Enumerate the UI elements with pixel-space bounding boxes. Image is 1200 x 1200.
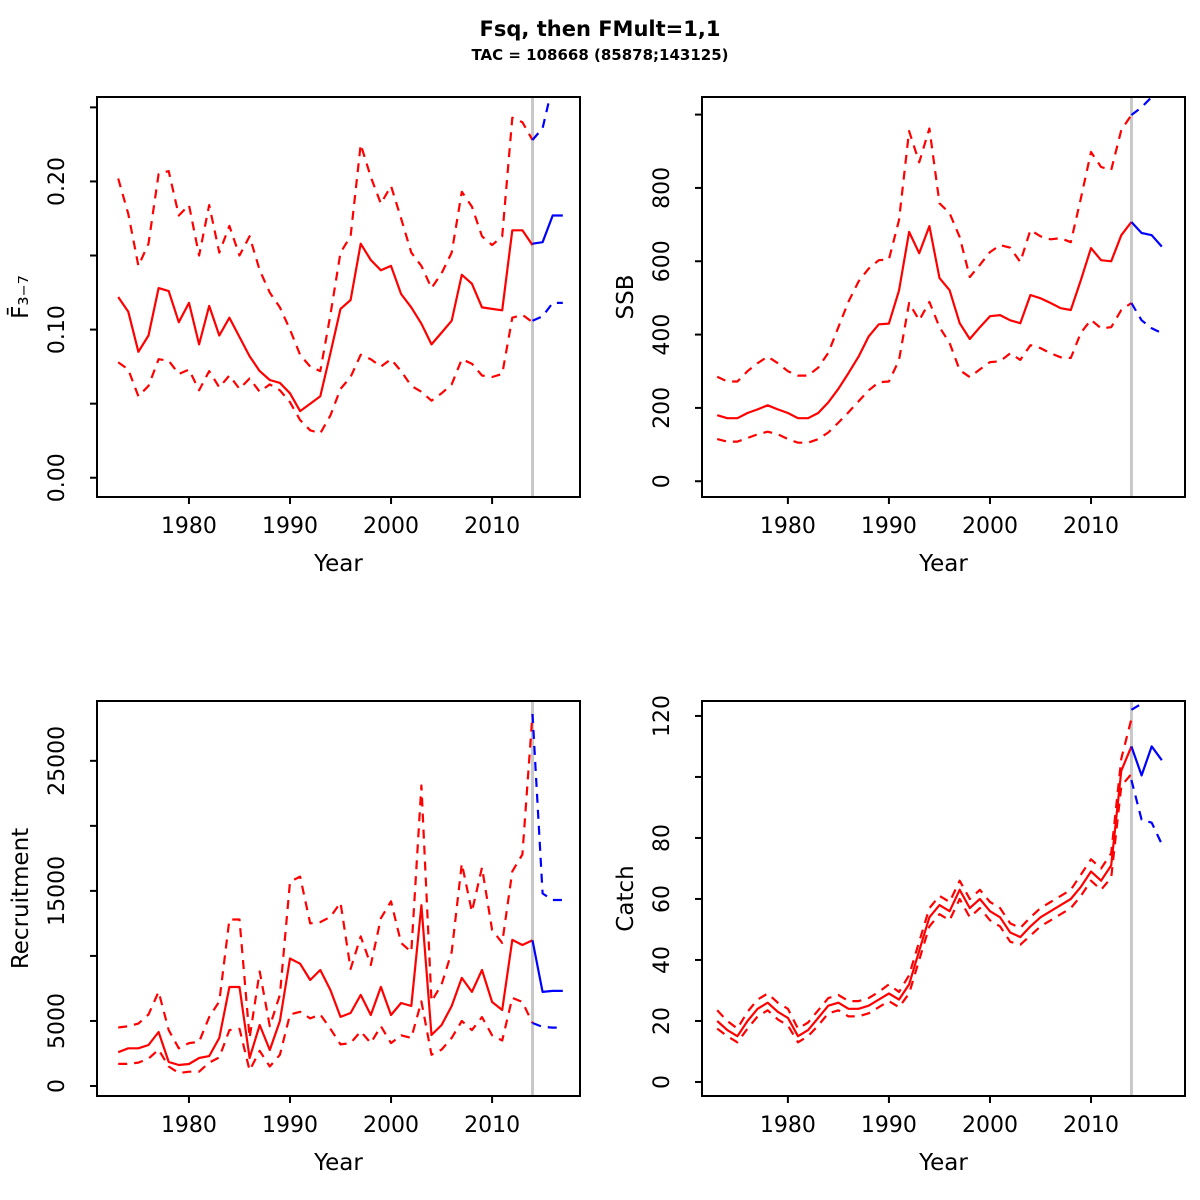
figure-subtitle: TAC = 108668 (85878;143125) xyxy=(471,46,729,64)
panel-fbar-ylabel: F̄₃₋₇ xyxy=(6,275,34,319)
panel-catch-xlabel: Year xyxy=(918,1150,968,1176)
panel-recruitment-forecast-lower-ci-line xyxy=(532,1021,563,1029)
panel-ssb-forecast-lower-ci-line xyxy=(1130,302,1163,335)
panel-catch: 1980 1990 2000 2010 0 20 40 60 80 120 Year Catch xyxy=(613,695,1186,1176)
x-tick-label: 1990 xyxy=(861,1113,917,1138)
panel-fbar-upper-ci-line xyxy=(117,116,534,373)
panel-fbar-lower-ci-line xyxy=(117,313,534,435)
panel-ssb-forecast-median-line xyxy=(1130,221,1163,248)
x-tick-label: 2010 xyxy=(1063,1113,1119,1138)
panel-ssb-upper-ci-line xyxy=(716,114,1133,383)
x-tick-label: 1990 xyxy=(262,514,318,539)
panel-ssb-plot-area xyxy=(716,96,1163,497)
y-tick-label: 120 xyxy=(650,695,675,737)
panel-fbar-median-line xyxy=(117,229,534,413)
panel-recruitment-ylabel: Recruitment xyxy=(8,828,34,969)
panel-catch-median-line xyxy=(716,745,1133,1038)
panel-recruitment-lower-ci-line xyxy=(118,996,534,1075)
y-tick-label: 60 xyxy=(650,885,675,913)
x-tick-label: 2000 xyxy=(962,514,1018,539)
x-tick-label: 1980 xyxy=(161,514,217,539)
panel-ssb-xlabel: Year xyxy=(918,551,968,577)
panel-recruitment: 1980 1990 2000 2010 0 5000 15000 25000 Year Recru… xyxy=(8,700,581,1176)
panel-fbar-forecast-lower-ci-line xyxy=(532,301,563,322)
panel-fbar: 1980 1990 2000 2010 0.00 0.10 0.20 Year F̄₃₋₇ xyxy=(6,96,581,577)
panel-catch-lower-ci-line xyxy=(716,773,1133,1044)
y-tick-label: 800 xyxy=(650,167,675,209)
y-tick-label: 600 xyxy=(650,240,675,282)
panel-recruitment-upper-ci-line xyxy=(118,713,534,1050)
panel-catch-plot-area xyxy=(716,700,1163,1096)
panel-recruitment-plot-area xyxy=(117,701,563,1096)
panel-fbar-plot-area xyxy=(117,96,563,497)
y-tick-label: 200 xyxy=(650,387,675,429)
panel-catch-upper-ci-line xyxy=(716,718,1133,1030)
panel-ssb: 1980 1990 2000 2010 0 200 400 600 800 Year SSB xyxy=(613,96,1186,577)
y-tick-label: 0 xyxy=(650,474,675,488)
x-tick-label: 1990 xyxy=(262,1113,318,1138)
x-tick-label: 1980 xyxy=(760,1113,816,1138)
y-tick-label: 0 xyxy=(650,1075,675,1089)
x-tick-label: 2010 xyxy=(464,514,520,539)
x-tick-label: 1990 xyxy=(861,514,917,539)
y-tick-label: 0.00 xyxy=(45,453,70,502)
x-tick-label: 2010 xyxy=(1063,514,1119,539)
y-tick-label: 400 xyxy=(650,314,675,356)
panel-recruitment-frame xyxy=(96,700,581,1097)
y-tick-label: 25000 xyxy=(45,726,70,796)
panel-fbar-frame xyxy=(96,96,581,498)
y-tick-label: 40 xyxy=(650,946,675,974)
panel-catch-forecast-median-line xyxy=(1130,745,1163,777)
y-tick-label: 0 xyxy=(45,1079,70,1093)
y-tick-label: 15000 xyxy=(45,856,70,926)
x-tick-label: 1980 xyxy=(161,1113,217,1138)
panel-ssb-frame xyxy=(701,96,1186,498)
y-tick-label: 0.10 xyxy=(45,305,70,354)
panel-recruitment-forecast-upper-ci-line xyxy=(531,713,563,902)
x-tick-label: 2010 xyxy=(464,1113,520,1138)
y-tick-label: 5000 xyxy=(45,993,70,1049)
panel-catch-forecast-lower-ci-line xyxy=(1130,779,1163,845)
panel-recruitment-xlabel: Year xyxy=(313,1150,363,1176)
y-tick-label: 80 xyxy=(650,824,675,852)
x-tick-label: 2000 xyxy=(962,1113,1018,1138)
x-tick-label: 1980 xyxy=(760,514,816,539)
panel-fbar-xlabel: Year xyxy=(313,551,363,577)
panel-ssb-ylabel: SSB xyxy=(613,275,639,320)
panel-fbar-forecast-median-line xyxy=(532,214,563,245)
panel-catch-ylabel: Catch xyxy=(613,865,639,931)
figure-title: Fsq, then FMult=1,1 xyxy=(479,17,721,41)
panel-fbar-forecast-upper-ci-line xyxy=(531,96,552,141)
y-tick-label: 0.20 xyxy=(45,157,70,206)
x-tick-label: 2000 xyxy=(363,514,419,539)
panel-recruitment-median-line xyxy=(117,904,533,1067)
x-tick-label: 2000 xyxy=(363,1113,419,1138)
panel-catch-forecast-upper-ci-line xyxy=(1130,700,1147,711)
panel-ssb-median-line xyxy=(716,221,1133,420)
panel-recruitment-forecast-median-line xyxy=(531,940,563,994)
y-tick-label: 20 xyxy=(650,1007,675,1035)
panel-ssb-lower-ci-line xyxy=(716,300,1133,444)
panel-ssb-forecast-upper-ci-line xyxy=(1130,96,1155,116)
